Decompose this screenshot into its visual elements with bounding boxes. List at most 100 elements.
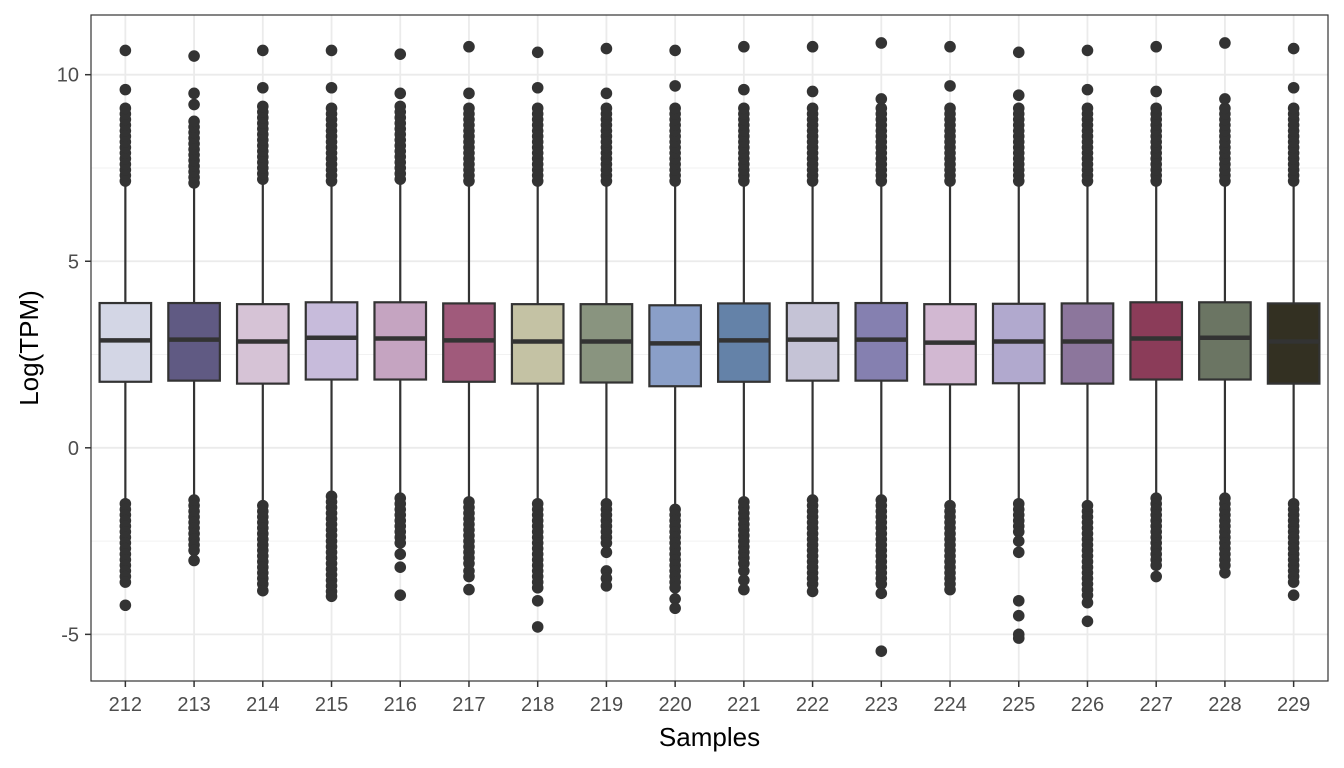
outlier-point xyxy=(188,98,200,111)
box-iqr xyxy=(1198,301,1252,381)
outlier-point xyxy=(875,93,888,105)
outlier-point xyxy=(944,40,956,53)
outlier-point xyxy=(806,585,819,598)
y-axis-title: Log(TPM) xyxy=(14,290,44,406)
x-axis-title: Samples xyxy=(659,722,760,752)
outlier-point xyxy=(875,37,888,49)
outlier-point xyxy=(806,85,819,98)
box-iqr xyxy=(235,303,290,385)
outlier-point xyxy=(188,544,200,557)
box-227 xyxy=(1129,40,1184,583)
outlier-point xyxy=(1012,535,1025,547)
x-tick-label: 213 xyxy=(177,694,210,716)
outlier-point xyxy=(944,102,956,115)
outlier-point xyxy=(875,645,888,657)
box-215 xyxy=(304,44,359,603)
box-220 xyxy=(648,44,703,615)
outlier-point xyxy=(1081,615,1094,628)
x-tick-label: 229 xyxy=(1277,694,1310,716)
outlier-point xyxy=(257,584,269,597)
y-tick-label: 5 xyxy=(68,251,79,273)
x-tick-label: 225 xyxy=(1002,694,1035,716)
x-tick-label: 219 xyxy=(590,694,623,716)
outlier-point xyxy=(188,554,200,567)
x-tick-label: 221 xyxy=(727,694,760,716)
x-tick-label: 215 xyxy=(315,694,348,716)
outlier-point xyxy=(463,87,475,100)
outlier-point xyxy=(1150,102,1162,115)
outlier-point xyxy=(738,83,750,96)
outlier-point xyxy=(600,87,613,100)
box-225 xyxy=(991,46,1046,644)
x-tick-label: 220 xyxy=(658,694,691,716)
outlier-point xyxy=(463,102,475,115)
outlier-point xyxy=(600,537,613,549)
outlier-point xyxy=(257,44,269,57)
outlier-point xyxy=(875,578,888,590)
outlier-point xyxy=(1287,589,1300,601)
outlier-point xyxy=(944,583,956,596)
outlier-point xyxy=(257,81,269,94)
outlier-point xyxy=(531,46,544,59)
box-219 xyxy=(579,42,634,592)
outlier-point xyxy=(738,102,750,115)
outlier-point xyxy=(463,570,475,583)
outlier-point xyxy=(325,44,338,57)
box-221 xyxy=(716,40,771,596)
outlier-point xyxy=(875,587,888,600)
outlier-point xyxy=(119,599,132,612)
outlier-point xyxy=(669,80,681,92)
x-tick-label: 228 xyxy=(1208,694,1241,716)
outlier-point xyxy=(394,548,407,560)
boxes-layer xyxy=(98,37,1321,657)
box-217 xyxy=(442,40,496,596)
outlier-point xyxy=(463,583,475,596)
outlier-point xyxy=(1012,594,1025,607)
outlier-point xyxy=(738,583,750,596)
outlier-point xyxy=(1012,46,1025,59)
outlier-point xyxy=(325,102,338,115)
outlier-point xyxy=(394,537,407,549)
outlier-point xyxy=(531,621,544,633)
outlier-point xyxy=(1287,102,1300,115)
box-iqr xyxy=(1129,301,1184,381)
outlier-point xyxy=(600,102,613,115)
outlier-point xyxy=(394,87,407,100)
y-tick-label: 0 xyxy=(68,438,79,460)
outlier-point xyxy=(531,594,544,607)
outlier-point xyxy=(669,593,681,605)
axes: -5 0 5 10 212 213 214 215 216 217 218 219 220 221 222 2… xyxy=(57,65,1311,716)
y-tick-label: -5 xyxy=(61,624,79,646)
outlier-point xyxy=(669,581,681,594)
box-218 xyxy=(510,46,565,633)
outlier-point xyxy=(119,102,132,115)
outlier-point xyxy=(119,83,132,96)
outlier-point xyxy=(1287,81,1300,94)
outlier-point xyxy=(188,87,200,100)
box-229 xyxy=(1266,42,1321,601)
outlier-point xyxy=(188,50,200,62)
x-tick-label: 222 xyxy=(796,694,829,716)
outlier-point xyxy=(1150,570,1162,583)
outlier-point xyxy=(1012,89,1025,102)
outlier-point xyxy=(531,81,544,94)
box-213 xyxy=(167,50,221,567)
outlier-point xyxy=(1081,44,1094,57)
box-223 xyxy=(854,37,909,657)
outlier-point xyxy=(1081,102,1094,115)
outlier-point xyxy=(257,100,269,113)
outlier-point xyxy=(1012,632,1025,644)
outlier-point xyxy=(394,48,407,60)
outlier-point xyxy=(738,574,750,587)
outlier-point xyxy=(875,102,888,115)
outlier-point xyxy=(394,100,407,113)
outlier-point xyxy=(1150,559,1162,572)
outlier-point xyxy=(944,80,956,92)
outlier-point xyxy=(738,40,750,53)
outlier-point xyxy=(1081,596,1094,609)
outlier-point xyxy=(738,565,750,577)
outlier-point xyxy=(669,102,681,115)
outlier-point xyxy=(1081,83,1094,96)
box-iqr xyxy=(510,303,565,385)
